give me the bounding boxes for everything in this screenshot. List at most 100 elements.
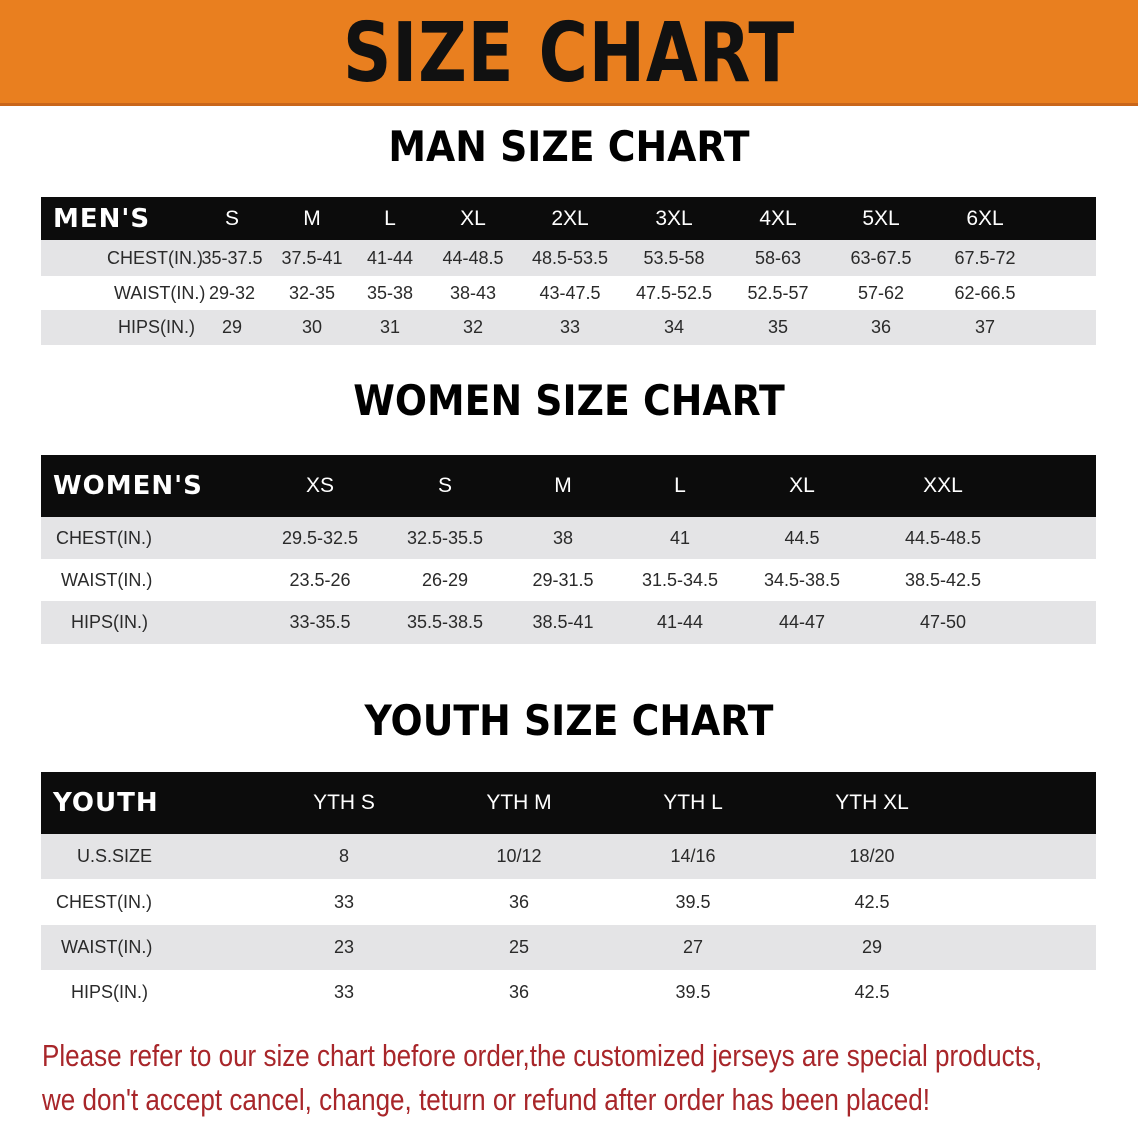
measurement-value: 44.5-48.5 — [904, 527, 982, 548]
measurement-value: 35-37.5 — [201, 247, 263, 268]
table-row: WAIST(IN.) 23 25 27 29 — [41, 925, 1096, 970]
measurement-label: WAIST(IN.) — [114, 282, 206, 303]
measurement-value: 41 — [669, 527, 691, 548]
measurement-value: 44-48.5 — [442, 247, 504, 268]
table-row: HIPS(IN.) 33 36 39.5 42.5 — [41, 970, 1096, 1015]
measurement-label: U.S.SIZE — [77, 846, 153, 866]
measurement-value: 47-50 — [919, 612, 967, 632]
measurement-value: 38.5-41 — [532, 612, 594, 632]
measurement-value: 18/20 — [849, 846, 895, 866]
table-header-label: WOMEN'S — [53, 471, 203, 501]
table-header-label: YOUTH — [53, 788, 159, 818]
table-row: CHEST(IN.) 29.5-32.5 32.5-35.5 38 41 44.5 44.5… — [41, 517, 1096, 559]
size-column-header: S — [437, 474, 453, 497]
measurement-value: 42.5 — [854, 982, 890, 1002]
size-column-header: YTH L — [663, 791, 723, 814]
measurement-value: 38-43 — [449, 282, 497, 303]
measurement-value: 31 — [379, 317, 401, 337]
size-column-header: L — [384, 206, 396, 230]
table-row: WAIST(IN.) 29-32 32-35 35-38 38-43 43-47.5 47.… — [41, 276, 1096, 310]
measurement-value: 41-44 — [366, 247, 414, 268]
table-row: CHEST(IN.) 33 36 39.5 42.5 — [41, 879, 1096, 925]
table-header-row: YOUTH YTH S YTH M YTH L YTH XL — [41, 772, 1096, 834]
measurement-label: CHEST(IN.) — [56, 891, 152, 912]
size-column-header: L — [674, 474, 686, 497]
measurement-value: 10/12 — [496, 846, 542, 866]
measurement-value: 53.5-58 — [643, 247, 705, 268]
measurement-value: 48.5-53.5 — [531, 247, 609, 268]
size-column-header: 2XL — [551, 206, 589, 230]
measurement-value: 43-47.5 — [539, 282, 601, 303]
table-row: WAIST(IN.) 23.5-26 26-29 29-31.5 31.5-34.5 34… — [41, 559, 1096, 601]
size-column-header: 6XL — [966, 206, 1004, 230]
measurement-value: 34 — [663, 317, 685, 337]
measurement-value: 44-47 — [778, 612, 826, 632]
measurement-value: 33-35.5 — [289, 612, 351, 632]
measurement-value: 36 — [870, 317, 892, 337]
measurement-value: 36 — [508, 891, 530, 912]
measurement-value: 35.5-38.5 — [406, 612, 484, 632]
measurement-value: 23.5-26 — [289, 569, 351, 590]
size-column-header: XS — [305, 474, 335, 497]
notice-line-1: Please refer to our size chart before or… — [42, 1038, 1043, 1073]
measurement-value: 29 — [861, 937, 883, 957]
measurement-label: WAIST(IN.) — [61, 569, 153, 590]
measurement-value: 39.5 — [675, 891, 711, 912]
measurement-value: 33 — [333, 982, 355, 1002]
measurement-value: 58-63 — [754, 247, 802, 268]
measurement-value: 47.5-52.5 — [635, 282, 713, 303]
measurement-value: 42.5 — [854, 891, 890, 912]
measurement-value: 38 — [552, 527, 574, 548]
measurement-value: 25 — [508, 937, 530, 957]
size-chart-banner: SIZE CHART — [0, 0, 1138, 106]
size-column-header: XL — [789, 474, 815, 497]
measurement-value: 23 — [333, 937, 355, 957]
table-header-label: MEN'S — [53, 203, 151, 234]
size-column-header: XL — [460, 206, 486, 230]
measurement-value: 62-66.5 — [954, 282, 1016, 303]
size-column-header: XXL — [923, 474, 963, 497]
measurement-label: CHEST(IN.) — [56, 527, 152, 548]
size-column-header: S — [224, 206, 240, 230]
measurement-value: 39.5 — [675, 982, 711, 1002]
measurement-value: 57-62 — [857, 282, 905, 303]
table-header-row: MEN'S S M L XL 2XL 3XL 4XL 5XL 6XL — [41, 197, 1096, 240]
measurement-value: 37 — [974, 317, 996, 337]
measurement-value: 32.5-35.5 — [406, 527, 484, 548]
table-row: U.S.SIZE 8 10/12 14/16 18/20 — [41, 834, 1096, 879]
measurement-value: 63-67.5 — [850, 247, 912, 268]
measurement-value: 32-35 — [288, 282, 336, 303]
measurement-value: 44.5 — [784, 527, 820, 548]
measurement-label: CHEST(IN.) — [107, 247, 203, 268]
measurement-value: 31.5-34.5 — [641, 569, 719, 590]
measurement-value: 29-32 — [208, 282, 256, 303]
size-column-header: 4XL — [759, 206, 797, 230]
table-row: CHEST(IN.) 35-37.5 37.5-41 41-44 44-48.5 48.5… — [41, 240, 1096, 276]
size-column-header: 5XL — [862, 206, 900, 230]
measurement-value: 33 — [559, 317, 581, 337]
measurement-value: 29.5-32.5 — [281, 527, 359, 548]
measurement-value: 33 — [333, 891, 355, 912]
measurement-value: 36 — [508, 982, 530, 1002]
table-row: HIPS(IN.) 29 30 31 32 33 34 35 36 37 — [41, 310, 1096, 345]
size-column-header: YTH XL — [835, 791, 909, 814]
men-section-title: MAN SIZE CHART — [388, 122, 750, 171]
measurement-value: 29 — [221, 317, 243, 337]
measurement-value: 29-31.5 — [532, 569, 594, 590]
measurement-value: 8 — [338, 846, 350, 866]
measurement-value: 32 — [462, 317, 484, 337]
table-row: HIPS(IN.) 33-35.5 35.5-38.5 38.5-41 41-44 44-… — [41, 601, 1096, 644]
measurement-value: 37.5-41 — [281, 247, 343, 268]
measurement-value: 35 — [767, 317, 789, 337]
size-column-header: YTH M — [486, 791, 552, 814]
measurement-value: 26-29 — [421, 569, 469, 590]
size-column-header: M — [303, 206, 321, 230]
measurement-value: 52.5-57 — [747, 282, 809, 303]
size-column-header: 3XL — [655, 206, 693, 230]
women-section-title: WOMEN SIZE CHART — [353, 376, 785, 425]
measurement-label: HIPS(IN.) — [71, 982, 149, 1002]
measurement-value: 41-44 — [656, 612, 704, 632]
banner-title: SIZE CHART — [342, 6, 796, 101]
measurement-value: 30 — [301, 317, 323, 337]
size-column-header: YTH S — [313, 791, 375, 814]
